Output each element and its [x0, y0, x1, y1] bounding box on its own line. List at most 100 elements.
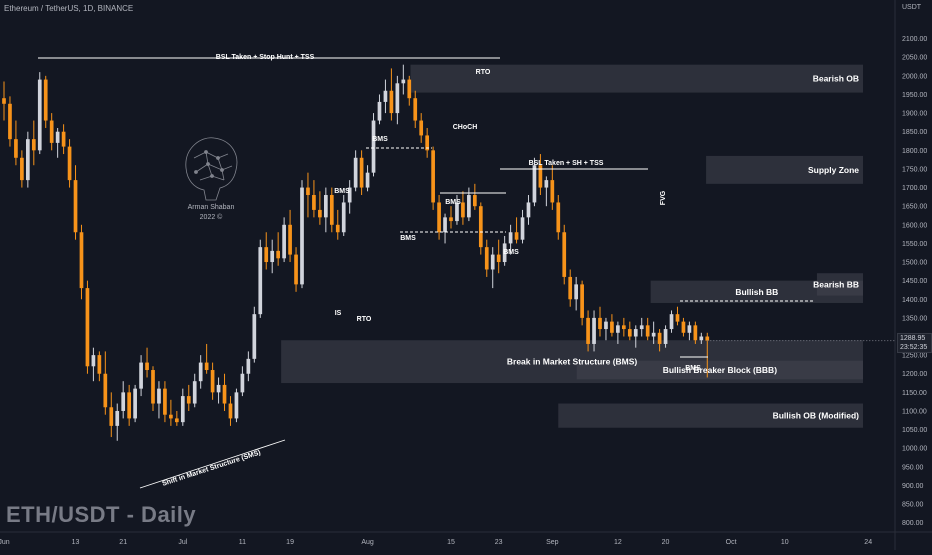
- candle-body: [592, 317, 596, 344]
- zone-bearish-ob: [410, 64, 863, 93]
- candle-body: [413, 98, 418, 121]
- candle-body: [532, 165, 537, 203]
- candle-body: [127, 392, 132, 419]
- candle-body: [294, 254, 298, 285]
- candle-body: [407, 79, 412, 99]
- y-tick-label: 1700.00: [902, 185, 927, 192]
- candle-body: [621, 325, 626, 330]
- last-price-tag: 1288.95 23:52:35: [897, 332, 932, 353]
- candle-body: [210, 370, 215, 393]
- candle-body: [306, 187, 310, 196]
- candle-body: [598, 317, 602, 330]
- zone-supply-zone: [706, 155, 863, 184]
- x-tick-label: 11: [239, 539, 246, 546]
- y-tick-label: 1950.00: [902, 92, 927, 99]
- y-tick-label: 1600.00: [902, 222, 927, 229]
- candle-body: [616, 325, 620, 333]
- zone-bullish-bb: [650, 280, 863, 303]
- candle-body: [675, 314, 680, 322]
- x-tick-label: 21: [119, 539, 127, 546]
- candle-body: [514, 232, 519, 240]
- y-tick-label: 1400.00: [902, 297, 927, 304]
- candle-body: [693, 325, 698, 341]
- y-tick-label: 1750.00: [902, 166, 927, 173]
- candle-body: [520, 217, 525, 240]
- candle-body: [604, 321, 608, 330]
- chart-big-title: ETH/USDT - Daily: [6, 502, 197, 527]
- candle-body: [85, 288, 90, 367]
- candle-body: [318, 209, 322, 218]
- y-tick-label: 1050.00: [902, 427, 927, 434]
- candle-body: [657, 332, 662, 344]
- y-tick-label: 950.00: [902, 464, 924, 471]
- candle-body: [389, 90, 394, 114]
- candle-body: [8, 103, 12, 140]
- candle-body: [109, 407, 114, 426]
- zone-label: Bearish BB: [813, 279, 859, 289]
- candle-body: [627, 329, 632, 337]
- zone-label: Bearish OB: [813, 74, 859, 84]
- candle-body: [139, 362, 143, 389]
- candle-body: [246, 358, 251, 374]
- candle-body: [288, 224, 292, 255]
- candle-body: [192, 381, 197, 404]
- candle-body: [371, 120, 376, 173]
- candle-body: [651, 332, 656, 337]
- candle-body: [395, 83, 400, 114]
- y-tick-label: 1650.00: [902, 204, 927, 211]
- candle-body: [97, 355, 102, 374]
- zone-label: Break in Market Structure (BMS): [507, 357, 638, 367]
- candle-body: [252, 314, 257, 359]
- y-tick-label: 1000.00: [902, 446, 927, 453]
- y-tick-label: 1900.00: [902, 111, 927, 118]
- x-tick-label: Sep: [546, 539, 559, 546]
- y-tick-label: 1350.00: [902, 315, 927, 322]
- candle-body: [270, 250, 275, 263]
- brain-logo-icon: [176, 128, 246, 238]
- candle-body: [180, 396, 185, 423]
- x-tick-label: 24: [864, 539, 872, 546]
- candle-body: [568, 276, 573, 300]
- y-tick-label: 1450.00: [902, 278, 927, 285]
- zone-label: Bullish Breaker Block (BBB): [663, 365, 777, 375]
- x-tick-label: 19: [286, 539, 294, 546]
- x-tick-label: Jul: [178, 539, 187, 546]
- candle-body: [157, 388, 161, 404]
- candle-body: [151, 370, 155, 404]
- candle-body: [353, 157, 358, 188]
- candle-body: [216, 384, 221, 393]
- candle-body: [121, 392, 126, 411]
- y-tick-label: 1100.00: [902, 408, 927, 415]
- candle-body: [669, 314, 674, 330]
- annotation-label: BSL Taken + Stop Hunt + TSS: [216, 54, 315, 61]
- y-tick-label: 1500.00: [902, 260, 927, 267]
- x-tick-label: 15: [447, 539, 455, 546]
- annotation-label: RTO: [357, 316, 372, 323]
- candle-body: [240, 373, 245, 393]
- y-tick-label: 1200.00: [902, 371, 927, 378]
- candle-body: [461, 202, 465, 218]
- x-tick-label: 23: [495, 539, 503, 546]
- y-tick-label: 2100.00: [902, 36, 927, 43]
- annotation-label: BSL Taken + SH + TSS: [529, 160, 604, 167]
- candle-body: [49, 120, 54, 143]
- y-tick-label: 2050.00: [902, 55, 927, 62]
- pair-title: Ethereum / TetherUS, 1D, BINANCE: [4, 4, 134, 13]
- candle-body: [204, 362, 209, 371]
- candle-body: [186, 396, 191, 404]
- candle-body: [401, 79, 406, 84]
- candle-body: [681, 321, 686, 333]
- candle-body: [115, 410, 120, 426]
- x-tick-label: Aug: [361, 539, 374, 546]
- candle-body: [163, 388, 167, 415]
- candle-body: [359, 157, 364, 188]
- x-tick-label: 12: [614, 539, 622, 546]
- annotation-label: IS: [335, 310, 342, 317]
- annotation-sms: Shift in Market Structure (SMS): [161, 449, 261, 488]
- candle-body: [264, 247, 269, 263]
- x-tick-label: 20: [662, 539, 670, 546]
- candle-body: [437, 202, 441, 233]
- x-tick-label: 10: [781, 539, 789, 546]
